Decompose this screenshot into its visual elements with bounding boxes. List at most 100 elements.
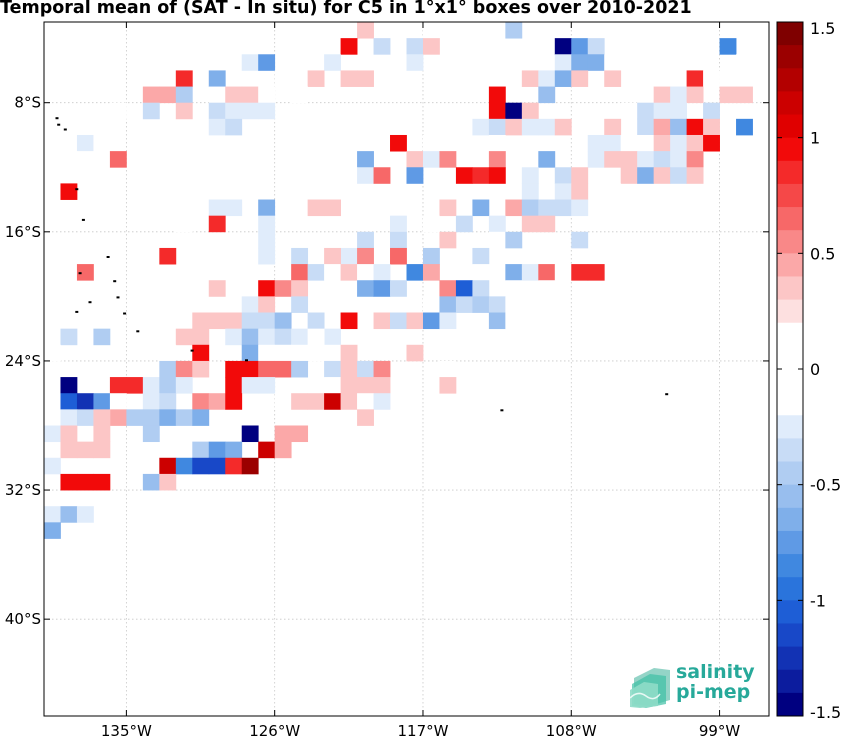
data-cell (554, 70, 572, 87)
data-cell (225, 102, 243, 120)
colorbar-level (777, 530, 803, 555)
data-cell (505, 199, 523, 217)
colorbar-level (777, 392, 803, 416)
data-cell (291, 280, 309, 297)
data-cell (357, 393, 374, 410)
data-cell (60, 473, 78, 491)
data-cell (175, 409, 193, 426)
data-cell (538, 86, 556, 104)
colorbar-level (777, 692, 803, 717)
data-cell (455, 215, 473, 233)
data-cell (109, 151, 127, 168)
data-cell (307, 312, 325, 330)
data-cell (357, 151, 374, 168)
data-cell (142, 425, 160, 443)
data-cell (670, 118, 688, 136)
data-cell (340, 38, 358, 55)
data-cell (175, 70, 193, 87)
data-cell (406, 38, 424, 55)
data-cell (505, 296, 523, 313)
data-cell (241, 102, 259, 120)
data-cell (274, 344, 292, 362)
data-cell (538, 280, 556, 297)
data-cell (554, 167, 572, 184)
data-cell (324, 199, 341, 217)
data-cell (241, 360, 259, 378)
data-cell (126, 409, 144, 426)
data-cell (571, 38, 589, 55)
data-cell (208, 312, 226, 330)
data-cell (109, 377, 127, 394)
data-cell (307, 393, 325, 410)
data-cell (357, 409, 374, 426)
data-cell (291, 360, 309, 378)
data-cell (142, 102, 160, 120)
data-cell (653, 118, 671, 136)
data-cell (340, 377, 358, 394)
data-cell (44, 151, 61, 168)
data-cell (307, 70, 325, 87)
data-cell (455, 167, 473, 184)
data-cell (390, 134, 407, 152)
colorbar-level (777, 322, 803, 347)
data-cell (455, 296, 473, 313)
data-cell (324, 377, 341, 394)
data-cell (93, 328, 111, 346)
data-cell (538, 264, 556, 281)
data-cell (422, 151, 440, 168)
colorbar-level (777, 577, 803, 601)
land-speck (106, 256, 110, 258)
data-cell (554, 38, 572, 55)
data-cell (357, 231, 374, 249)
data-cell (686, 70, 704, 87)
data-cell (439, 377, 457, 394)
data-cell (488, 215, 506, 233)
land-speck (665, 393, 669, 396)
data-cell (159, 473, 177, 491)
data-cell (604, 183, 622, 200)
data-cell (274, 441, 292, 459)
data-cell (373, 167, 391, 184)
data-cell (554, 183, 572, 200)
data-cell (422, 134, 440, 152)
data-cell (538, 151, 556, 168)
data-cell (76, 134, 94, 152)
data-cell (307, 328, 325, 346)
colorbar-level (777, 276, 803, 301)
data-cell (653, 167, 671, 184)
data-cell (241, 377, 259, 394)
data-cell (307, 199, 325, 217)
data-cell (670, 134, 688, 152)
data-cell (241, 328, 259, 346)
data-cell (241, 296, 259, 313)
land-speck (116, 296, 120, 299)
colorbar-level (777, 669, 803, 694)
data-cell (472, 167, 490, 184)
x-tick-label: 117°W (397, 722, 448, 740)
data-cell (274, 70, 292, 87)
data-cell (93, 441, 111, 459)
data-cell (719, 38, 737, 55)
data-cell (390, 231, 407, 249)
data-cell (719, 86, 737, 104)
data-cells (44, 22, 753, 539)
data-cell (142, 86, 160, 104)
data-cell (488, 118, 506, 136)
land-speck (78, 272, 82, 275)
data-cell (488, 231, 506, 249)
data-cell (422, 296, 440, 313)
data-cell (571, 183, 589, 200)
data-cell (258, 102, 276, 120)
data-cell (291, 264, 309, 281)
data-cell (93, 473, 111, 491)
land-speck (113, 280, 117, 283)
data-cell (686, 118, 704, 136)
data-cell (192, 328, 210, 346)
data-cell (357, 70, 374, 87)
data-cell (258, 231, 276, 249)
land-speck (75, 188, 79, 191)
data-cell (225, 86, 243, 104)
data-cell (390, 312, 407, 330)
data-cell (439, 22, 457, 39)
data-cell (587, 134, 605, 152)
